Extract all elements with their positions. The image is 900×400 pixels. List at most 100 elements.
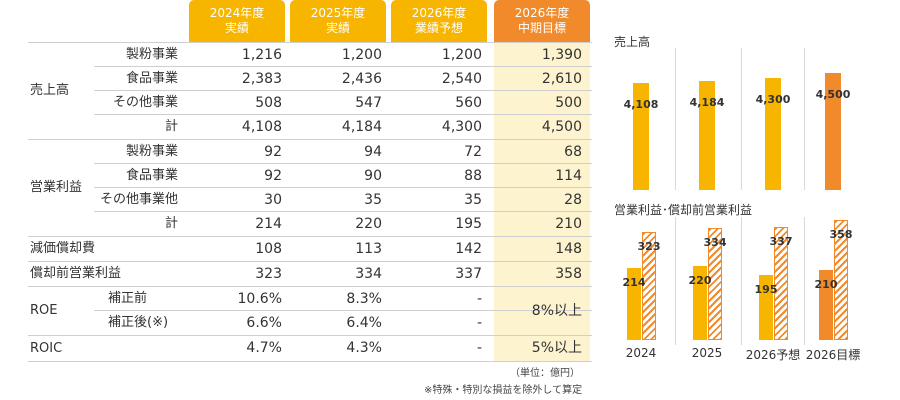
column-header-line2: 中期目標 bbox=[517, 21, 566, 35]
chart-column-separator bbox=[675, 217, 676, 345]
row-sub-label: 補正前 bbox=[108, 291, 148, 306]
row-sub-label: 製粉事業 bbox=[125, 144, 178, 159]
table-cell: 10.6% bbox=[237, 291, 282, 307]
table-cell: 547 bbox=[355, 95, 382, 111]
chart-column-separator bbox=[741, 48, 742, 190]
x-axis-label: 2026予想 bbox=[745, 348, 801, 362]
chart-column-separator bbox=[804, 48, 805, 190]
table-cell: 4,108 bbox=[241, 119, 282, 135]
table-rule bbox=[94, 310, 592, 311]
table-rule bbox=[94, 163, 592, 164]
sales-chart-title: 売上高 bbox=[614, 35, 651, 49]
table-cell: 6.6% bbox=[246, 315, 282, 331]
row-sub-label: 計 bbox=[164, 216, 178, 231]
table-cell: 148 bbox=[555, 241, 582, 257]
operating-profit-bar bbox=[693, 266, 707, 340]
table-cell: 68 bbox=[564, 144, 582, 160]
table-cell: 508 bbox=[255, 95, 282, 111]
pre-depreciation-profit-bar bbox=[708, 228, 722, 340]
column-header-line1: 2024年度 bbox=[209, 6, 265, 20]
unit-note: （単位：億円） bbox=[510, 368, 580, 379]
table-cell: 114 bbox=[555, 168, 582, 184]
table-cell: 4.3% bbox=[346, 340, 382, 356]
table-cell: 108 bbox=[255, 241, 282, 257]
table-cell: 2,540 bbox=[441, 71, 482, 87]
table-rule bbox=[28, 236, 592, 237]
table-rule bbox=[28, 335, 592, 336]
sales-bar bbox=[633, 83, 649, 190]
table-rule bbox=[94, 211, 592, 212]
pre-depreciation-profit-label: 358 bbox=[829, 228, 853, 241]
table-cell: 90 bbox=[364, 168, 382, 184]
sales-bar-label: 4,500 bbox=[815, 88, 851, 101]
table-cell: 72 bbox=[464, 144, 482, 160]
row-group-label: ROIC bbox=[30, 341, 63, 356]
pre-depreciation-profit-label: 323 bbox=[637, 239, 661, 253]
table-rule bbox=[94, 114, 592, 115]
table-cell: 358 bbox=[555, 266, 582, 282]
row-group-label: 営業利益 bbox=[30, 180, 83, 195]
operating-profit-bar bbox=[819, 269, 833, 340]
column-header: 2026年度 業績予想 bbox=[391, 0, 487, 42]
footnote: ※特殊・特別な損益を除外して算定 bbox=[424, 385, 583, 396]
table-cell: 1,216 bbox=[241, 47, 282, 63]
table-rule bbox=[28, 42, 592, 43]
table-cell: - bbox=[476, 340, 482, 356]
table-cell: 28 bbox=[564, 192, 582, 208]
operating-profit-bar bbox=[627, 268, 641, 340]
table-rule bbox=[28, 261, 592, 262]
table-cell: 1,390 bbox=[541, 47, 582, 63]
row-sub-label: その他事業他 bbox=[99, 192, 178, 207]
table-cell: 500 bbox=[555, 95, 582, 111]
row-sub-label: その他事業 bbox=[112, 95, 178, 110]
table-cell: 334 bbox=[355, 266, 382, 282]
pre-depreciation-profit-label: 334 bbox=[703, 236, 727, 250]
sales-bar-label: 4,184 bbox=[689, 96, 725, 110]
table-cell: 35 bbox=[464, 192, 482, 208]
financial-table: 2024年度 実績 2025年度 実績 2026年度 業績予想 2026年度 中期目標 売上高製… bbox=[28, 0, 592, 362]
column-header: 2024年度 実績 bbox=[189, 0, 285, 42]
table-cell: - bbox=[476, 315, 482, 331]
table-cell: 92 bbox=[264, 144, 282, 160]
x-axis-label: 2025 bbox=[691, 346, 723, 360]
roe-target-cell: 8%以上 bbox=[531, 303, 582, 319]
table-rule bbox=[94, 90, 592, 91]
sales-bar bbox=[825, 73, 841, 190]
operating-profit-label: 220 bbox=[688, 274, 712, 288]
table-cell: 2,383 bbox=[241, 71, 282, 87]
row-group-label: ROE bbox=[30, 303, 58, 318]
table-cell: 5%以上 bbox=[531, 340, 582, 356]
operating-profit-label: 214 bbox=[622, 276, 646, 290]
table-rule bbox=[94, 187, 592, 188]
column-header-line2: 実績 bbox=[224, 21, 249, 35]
chart-column-separator bbox=[804, 217, 805, 345]
goal-column-highlight bbox=[494, 42, 590, 362]
table-cell: 94 bbox=[364, 144, 382, 160]
table-cell: 214 bbox=[255, 216, 282, 232]
table-cell: 35 bbox=[364, 192, 382, 208]
row-sub-label: 計 bbox=[164, 119, 178, 134]
row-sub-label: 食品事業 bbox=[125, 71, 178, 86]
sales-bar bbox=[765, 78, 781, 190]
table-rule bbox=[28, 286, 592, 287]
sales-bar-label: 4,300 bbox=[755, 93, 791, 107]
table-cell: - bbox=[476, 291, 482, 307]
pre-depreciation-profit-bar bbox=[834, 220, 848, 340]
table-rule bbox=[28, 139, 592, 140]
pre-depreciation-profit-bar bbox=[642, 231, 656, 340]
row-group-label: 償却前営業利益 bbox=[30, 266, 122, 281]
column-header: 2026年度 中期目標 bbox=[494, 0, 590, 42]
operating-profit-label: 210 bbox=[814, 277, 838, 291]
table-cell: 2,436 bbox=[341, 71, 382, 87]
row-sub-label: 製粉事業 bbox=[125, 47, 178, 62]
table-cell: 560 bbox=[455, 95, 482, 111]
table-cell: 88 bbox=[464, 168, 482, 184]
column-header-line1: 2026年度 bbox=[514, 6, 570, 20]
table-cell: 8.3% bbox=[346, 291, 382, 307]
column-header-line1: 2025年度 bbox=[310, 6, 366, 20]
table-cell: 30 bbox=[264, 192, 282, 208]
sales-bar bbox=[699, 81, 715, 190]
table-cell: 220 bbox=[355, 216, 382, 232]
chart-column-separator bbox=[675, 48, 676, 190]
table-cell: 210 bbox=[555, 216, 582, 232]
